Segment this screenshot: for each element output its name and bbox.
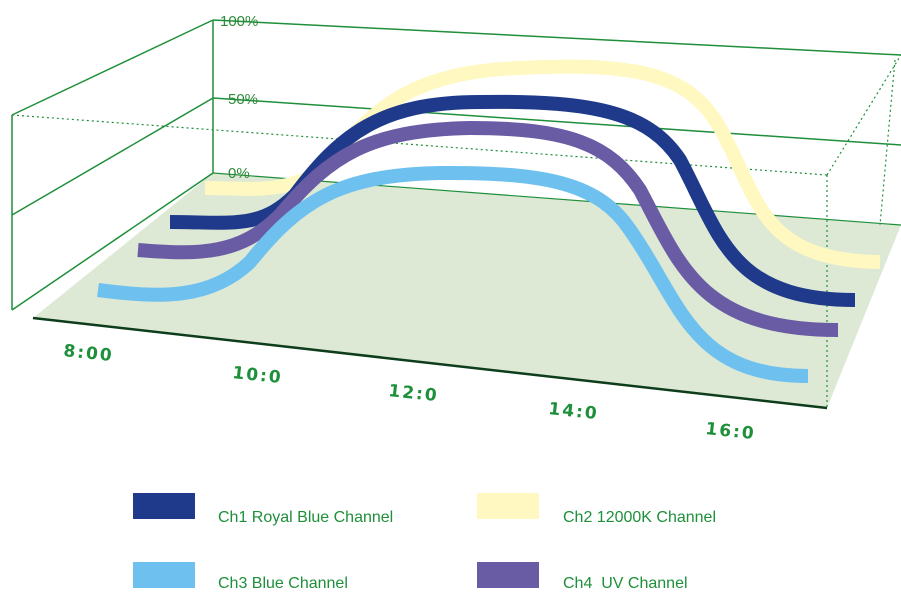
grid-line-front-dotted	[11, 114, 828, 176]
grid-line-100-back	[212, 19, 901, 56]
legend-swatch-ch1	[133, 493, 195, 519]
legend-label-ch1: Ch1 Royal Blue Channel	[218, 509, 393, 526]
grid-line-50-left	[11, 97, 214, 216]
y-tick-100: 100%	[220, 13, 258, 30]
x-tick-8: 8:00	[62, 341, 114, 366]
y-tick-50: 50%	[228, 91, 258, 108]
y-tick-0: 0%	[228, 165, 250, 182]
x-tick-16: 16:0	[704, 419, 756, 444]
x-tick-12: 12:0	[387, 381, 439, 406]
grid-line-50-back	[212, 97, 901, 146]
floor-left-edge	[11, 172, 214, 311]
floor-front-edge	[32, 316, 828, 410]
grid-line-side-dotted	[826, 54, 901, 176]
legend-label-ch3: Ch3 Blue Channel	[218, 575, 348, 592]
x-tick-10: 10:0	[231, 363, 283, 388]
grid-line-100-left	[11, 19, 214, 116]
legend-label-ch4: Ch4 UV Channel	[563, 575, 688, 592]
grid-line-0-back	[212, 172, 901, 226]
x-tick-14: 14:0	[547, 399, 599, 424]
legend-label-ch2: Ch2 12000K Channel	[563, 509, 716, 526]
series-line-ch3	[97, 165, 809, 383]
series-line-ch4	[137, 120, 839, 337]
legend-swatch-ch2	[477, 493, 539, 519]
legend-swatch-ch3	[133, 562, 195, 588]
legend-swatch-ch4	[477, 562, 539, 588]
